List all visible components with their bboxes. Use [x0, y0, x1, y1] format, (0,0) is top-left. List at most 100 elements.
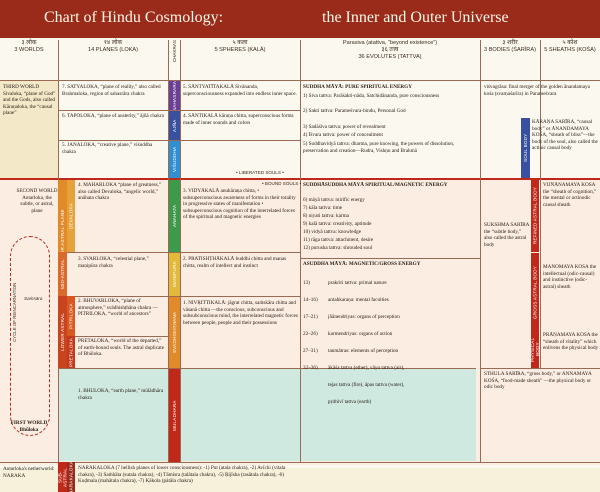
tattva-10: 10) vidyā tattva: knowledge	[303, 229, 362, 235]
col-spheres-label: 5 SPHERES (KALĀ)	[214, 47, 266, 53]
third-world: THIRD WORLD Sivaloka, “plane of God” and…	[3, 84, 56, 117]
sphere-3: 3. VIDYĀKALĀ anukāraṇa chitta, • subsupe…	[183, 188, 296, 221]
col-spheres-dev: ५ कला	[232, 40, 248, 46]
plane-7-satyaloka: 7. SATYALOKA, “plane of reality,” also c…	[62, 84, 161, 97]
col-header-chakras: CHAKRAS	[168, 40, 180, 80]
naraka-bg	[0, 468, 600, 492]
asuddha-text-2: antahkaraṇa: mental faculties	[328, 297, 389, 303]
sukshma-sarira: SŪKSHMA ŚARĪRA the “subtle body,” also c…	[484, 222, 530, 248]
tattva-11: 11) rāga tattva: attachment, desire	[303, 237, 374, 243]
third-world-bg	[0, 80, 58, 180]
col-tattvas-label: 36 EVOLUTES (TATTVA)	[358, 54, 422, 60]
asuddha-num-2: 14–16)	[303, 297, 318, 303]
band-refined-astral: REFINED ASTRAL BODY	[531, 180, 539, 252]
visvagrasa: viśvagrāsa: final merger of the golden ā…	[484, 84, 590, 97]
col-rule-2	[168, 40, 169, 462]
rule-sthula	[480, 368, 600, 369]
bound-souls: • BOUND SOULS •	[262, 181, 302, 186]
vijnanamaya-kosa: VIJÑĀNAMAYA KOŚA the “sheath of cognitio…	[543, 182, 597, 208]
col-sheaths-dev: ५ कोश	[562, 40, 578, 46]
title-left: Chart of Hindu Cosmology:	[44, 9, 224, 26]
sphere-5: 5. ŚĀNTYATĪTAKALĀ Śivānanda, superconsci…	[183, 84, 297, 97]
col-tattvas-dev: ३६ तत्त्व	[381, 47, 399, 53]
col-bodies-label: 3 BODIES (ŚARĪRA)	[484, 47, 536, 53]
asuddha-num-6: 32–36)	[303, 365, 318, 371]
plane-pretaloka: PRETALOKA, “world of the departed,” of e…	[78, 338, 165, 358]
band-pretaloka: PRETALOKA	[67, 336, 75, 368]
rule-svarloka	[58, 252, 300, 253]
rule-janaloka	[58, 140, 300, 141]
tattva-12: 12) purusha tattva: shrouded soul	[303, 245, 373, 251]
first-world: FIRST WORLD Bhūloka	[10, 420, 48, 433]
asuddha-num-5: 27–31)	[303, 348, 318, 354]
col-worlds-label: 3 WORLDS	[14, 47, 44, 53]
col-sheaths-label: 5 SHEATHS (KOŚA)	[544, 47, 596, 53]
plane-4-maharloka: 4. MAHARLOKA “plane of greatness,” also …	[78, 182, 162, 202]
col-chakras-label: CHAKRAS	[171, 40, 177, 63]
chakra-muladhara: MULADHARA	[169, 369, 180, 462]
manomaya-kosa: MANOMAYA KOŚA the intellectual (odic-cau…	[543, 264, 597, 290]
band-mid-astral: MID-ASTRAL	[58, 252, 67, 296]
asuddha-text-4: karmendriyas: organs of action	[328, 331, 393, 337]
col-header-spheres: ५ कला 5 SPHERES (KALĀ)	[180, 40, 300, 80]
tattva-4: 4) Īśvara tattva: power of concealment	[303, 132, 383, 138]
chakra-manipura: MAṆIPURA	[169, 253, 180, 296]
band-devaloka: DEVALOKA	[67, 180, 75, 252]
plane-6-tapoloka: 6. TAPOLOKA, “plane of austerity,” ājñā …	[62, 113, 164, 119]
suddha-title: ŚUDDHA MĀYĀ: PURE SPIRITUAL ENERGY	[303, 84, 412, 90]
second-world: SECOND WORLD Antarloka, the subtle, or a…	[16, 188, 58, 214]
rule-bhuloka	[58, 368, 476, 369]
col-header-tattvas: Parasiva (atattva, “beyond existence”) ३…	[300, 40, 480, 80]
asuddha-num-4: 22–26)	[303, 331, 318, 337]
col-rule-5	[480, 40, 481, 462]
plane-2-bhuvarloka: 2. BHUVARLOKA, “plane of atmosphere,” sv…	[78, 298, 158, 318]
asuddha-num-1: 13)	[303, 280, 310, 286]
liberated-souls: • LIBERATED SOULS •	[236, 170, 284, 175]
col-rule-3	[180, 40, 181, 462]
sphere-1: 1. NIVṚITTIKALĀ: jāgrat chitta, saṁskāra…	[183, 300, 298, 326]
rule-tapoloka	[58, 110, 300, 111]
tattva-9: 9) kalā tattva: creativity, aptitude	[303, 221, 372, 227]
chakra-visuddha: VIŚUDDHA	[169, 141, 180, 178]
asuddha-num-3: 17–21)	[303, 314, 318, 320]
title-bar: Chart of Hindu Cosmology: the Inner and …	[0, 0, 600, 38]
tattva-2: 2) Śakti tattva: Parameśvara-bindu, Pers…	[303, 108, 406, 114]
rule-pretaloka	[58, 336, 180, 337]
reincarnation-loop	[10, 236, 50, 436]
col-rule-6	[540, 40, 541, 368]
samsara-label: Saṁsāra	[24, 296, 43, 301]
col-planes-label: 14 PLANES (LOKA)	[87, 47, 139, 53]
chakra-anahata: ANAHATA	[169, 180, 180, 252]
col-header-planes: १४ लोक 14 PLANES (LOKA)	[58, 40, 168, 80]
pranamaya-kosa: PRĀṆAMAYA KOŚA the “sheath of vitality” …	[543, 332, 599, 352]
karana-sarira: KĀRAṆA ŚARĪRA, “causal body” or ĀNANDAMA…	[532, 119, 598, 152]
plane-5-janaloka: 5. JANALOKA, “creative plane,” viśuddha …	[62, 142, 153, 155]
rule-naraka	[0, 462, 600, 463]
asuddha-text-6: ākāśa tattva (ether), vāyu tattva (air),	[328, 365, 405, 371]
chakra-svadhishthana: SVADHISHṬHANA	[169, 297, 180, 368]
rule-bhuvarloka	[58, 296, 300, 297]
sthula-sarira: STHŪLA ŚARĪRA, “gross body,” or ANNAMAYA…	[484, 371, 592, 391]
band-lower-astral: LOWER ASTRAL	[58, 296, 67, 368]
col-header-bodies: ३ शरीर 3 BODIES (ŚARĪRA)	[480, 40, 540, 80]
tattva-5: 5) Śuddhavidyā tattva: dharma, pure know…	[303, 141, 455, 154]
tattva-8: 8) niyati tattva: karma	[303, 213, 349, 219]
plane-narakaloka: NARAKALOKA (7 hellish planes of lower co…	[78, 465, 286, 485]
asuddha-text-1: prakriti tattva: primal nature	[328, 280, 387, 286]
asuddha-text-3: jñānendriyas: organs of perception	[328, 314, 400, 320]
col-bodies-dev: ३ शरीर	[502, 40, 518, 46]
tattva-1: 1) Śiva tattva: Parāśakti-nāda, Satchidā…	[303, 93, 440, 99]
col-rule-4	[300, 40, 301, 462]
band-soul-body: SOUL BODY	[521, 118, 530, 178]
band-physical-body: PHYSICAL BODY	[531, 331, 539, 368]
asuddha-title: AŚUDDHA MĀYĀ: MAGNETIC/GROSS ENERGY	[303, 261, 421, 267]
col-worlds-dev: ३ लोक	[21, 40, 37, 46]
col-header-worlds: ३ लोक 3 WORLDS	[0, 40, 58, 80]
cycle-label: CYCLE OF REINCARNATION	[12, 282, 17, 342]
col-planes-dev: १४ लोक	[103, 40, 123, 46]
sphere-4: 4. ŚĀNTIKALĀ kāraṇa chitta, superconscio…	[183, 113, 294, 126]
band-pitriloka: PITRILOKA	[67, 296, 75, 336]
tattva-7: 7) kāla tattva: time	[303, 205, 343, 211]
naraka-world: Antarloka's netherworld: NARAKA	[3, 466, 55, 479]
asuddha-text-8: pṛithivī tattva (earth)	[328, 399, 372, 405]
